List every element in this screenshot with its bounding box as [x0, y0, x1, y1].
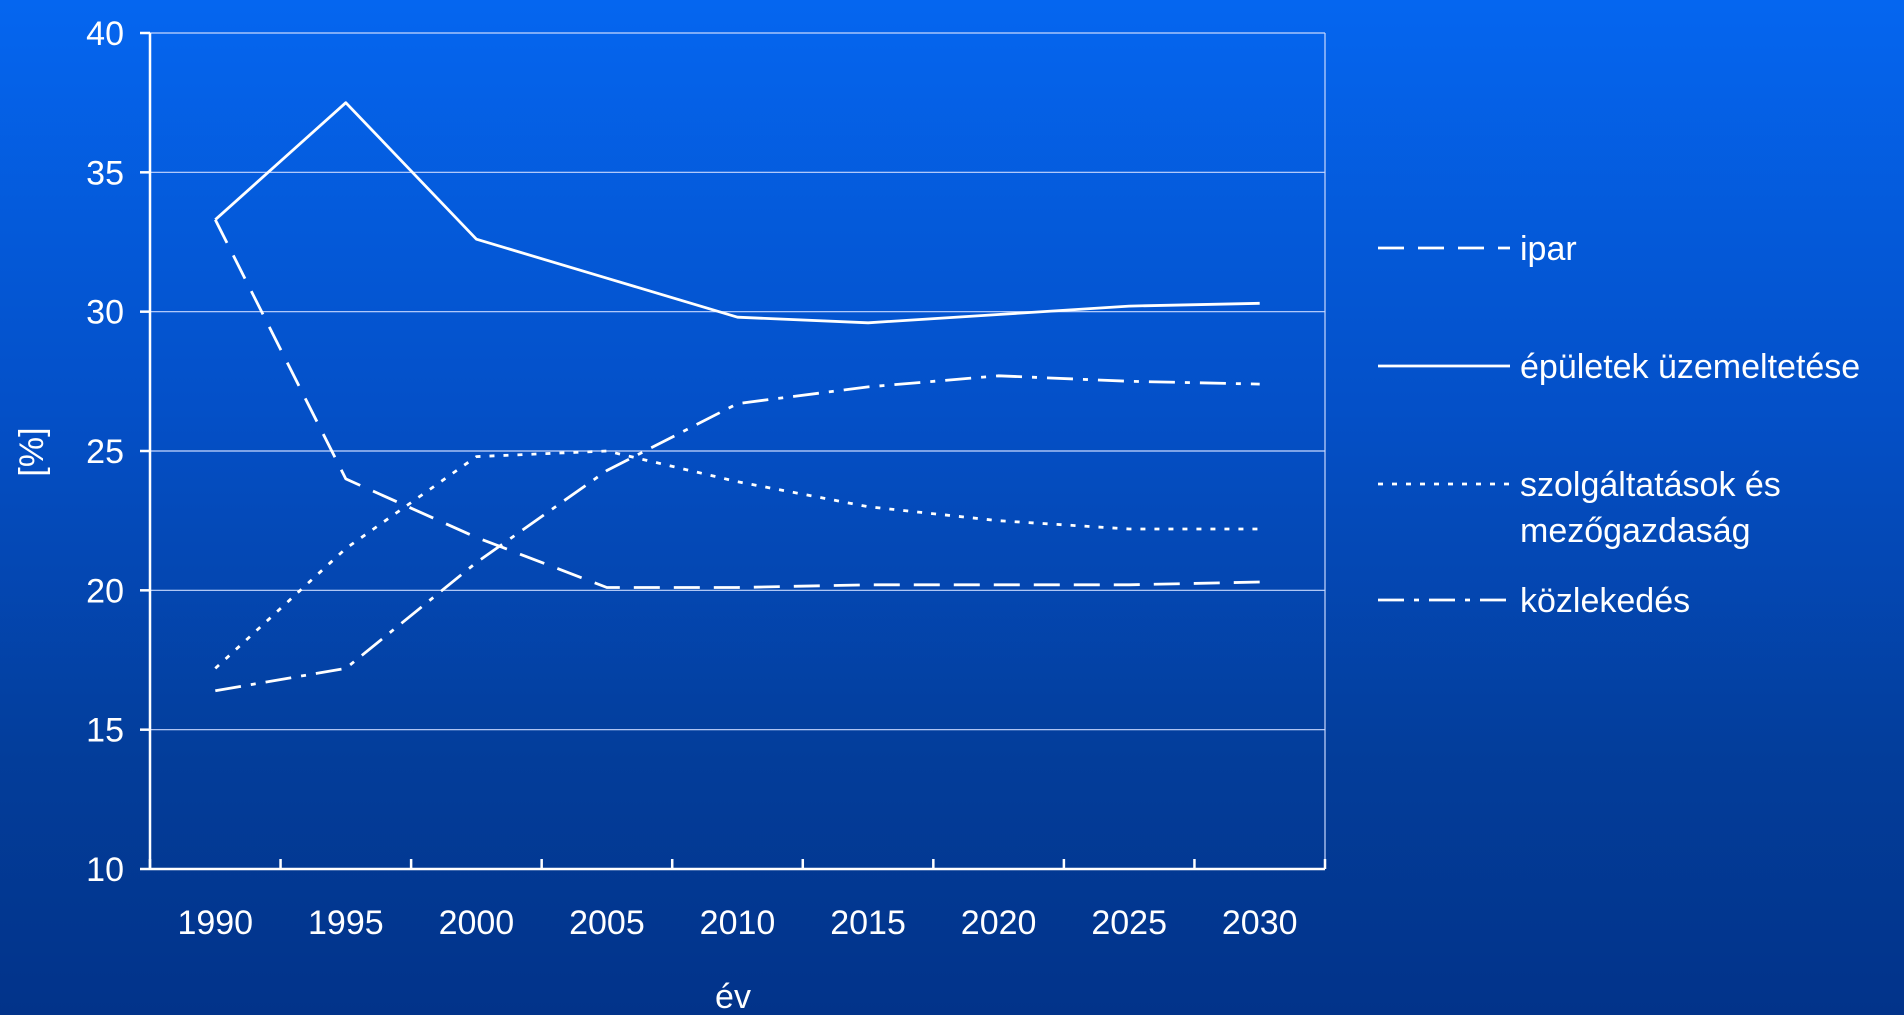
series-line-1: [214, 219, 1260, 589]
x-tick-label: 2015: [830, 904, 906, 942]
series-lines: [214, 101, 1260, 693]
series-line-2: [214, 101, 1260, 325]
legend-label-3: szolgáltatások és mezőgazdaság: [1520, 466, 1781, 550]
x-tick-label: 2010: [700, 904, 776, 942]
y-tick-label: 25: [86, 433, 124, 471]
series-line-3: [214, 449, 1260, 670]
x-tick-label: 2025: [1091, 904, 1167, 942]
y-tick-label: 15: [86, 712, 124, 750]
y-tick-label: 30: [86, 294, 124, 332]
legend-label-4: közlekedés: [1520, 582, 1690, 620]
y-tick-label: 10: [86, 851, 124, 889]
x-axis-title: év: [715, 978, 751, 1015]
legend: ipar épületek üzemeltetése szolgáltatások …: [1378, 230, 1860, 620]
gridlines: [150, 32, 1326, 869]
x-tick-label: 1990: [177, 904, 253, 942]
y-tick-label: 20: [86, 572, 124, 610]
legend-label-1: ipar: [1520, 230, 1577, 268]
y-tick-label: 35: [86, 154, 124, 192]
x-tick-label: 2005: [569, 904, 645, 942]
legend-label-2: épületek üzemeltetése: [1520, 348, 1860, 386]
axes: [140, 31, 1327, 871]
x-tick-label: 2030: [1222, 904, 1298, 942]
y-tick-label: 40: [86, 15, 124, 53]
x-tick-label: 2020: [961, 904, 1037, 942]
series-line-4: [215, 374, 1260, 693]
y-axis-title: [%]: [13, 427, 51, 476]
x-tick-label: 1995: [308, 904, 384, 942]
x-tick-label: 2000: [439, 904, 515, 942]
